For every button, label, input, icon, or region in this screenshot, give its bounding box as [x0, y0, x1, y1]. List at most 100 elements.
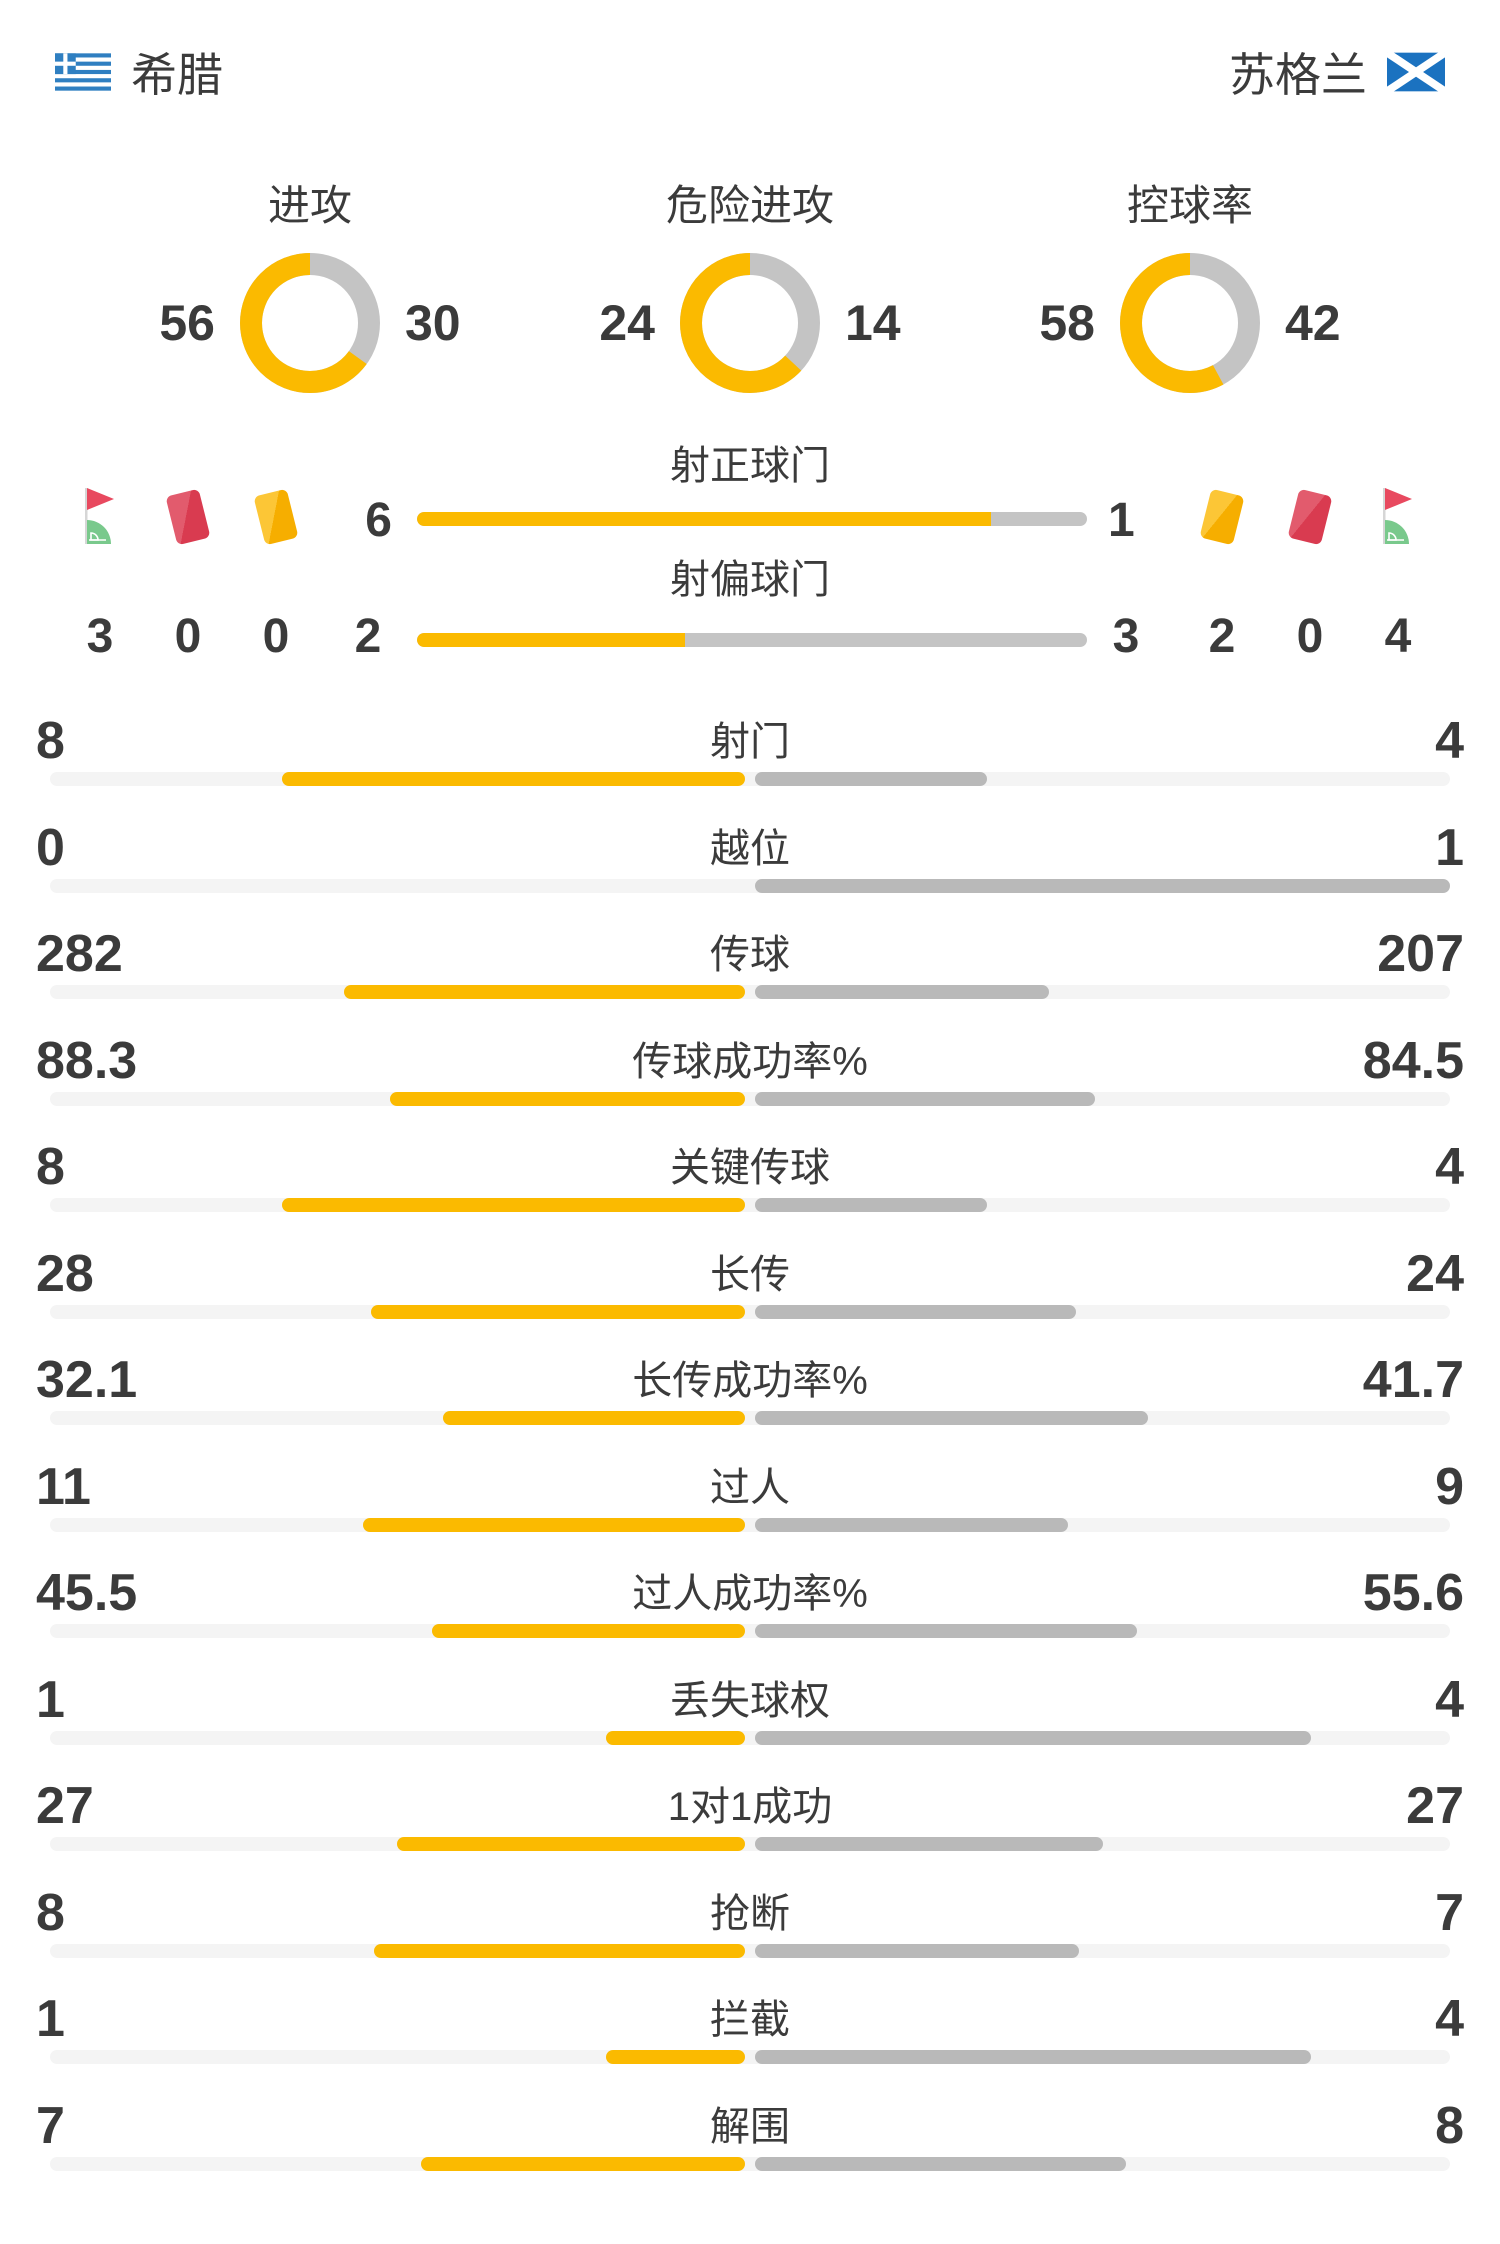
shots-off-target-home-fill — [417, 633, 685, 647]
stat-bar-away — [755, 2050, 1311, 2064]
stat-bar-home — [282, 1198, 745, 1212]
shots-off-target-bar — [417, 633, 1087, 647]
home-team: 希腊 — [55, 39, 223, 105]
donut-ring — [240, 253, 380, 393]
stat-home-value: 8 — [36, 1883, 65, 1942]
stat-label: 长传 — [710, 1252, 790, 1297]
stat-home-value: 7 — [36, 2096, 65, 2155]
donut-chart — [680, 253, 820, 393]
stat-bar-away — [755, 1837, 1103, 1851]
stat-bar-away — [755, 985, 1049, 999]
stat-bar-away — [755, 878, 1450, 893]
stat-bar-track — [50, 1517, 1450, 1532]
stat-away-value: 9 — [1435, 1457, 1464, 1516]
shots-on-target-title: 射正球门 — [670, 444, 830, 488]
discipline-away-value: 3 — [1112, 610, 1140, 663]
stat-away-value: 4 — [1435, 1670, 1464, 1729]
donut-home-value: 56 — [159, 295, 215, 351]
stat-bar-home — [344, 985, 745, 999]
stat-bar-away — [755, 1304, 1076, 1319]
stat-label: 丢失球权 — [670, 1678, 830, 1723]
stat-label: 抢断 — [710, 1891, 790, 1936]
stat-label: 射门 — [710, 720, 790, 764]
stat-away-value: 55.6 — [1362, 1564, 1464, 1622]
stat-bar-home — [374, 1943, 745, 1958]
stat-bar-home — [443, 1411, 745, 1425]
donut-home-arc — [680, 253, 820, 393]
stat-bar-home — [363, 1517, 745, 1532]
stat-row: 11 过人 9 — [0, 1458, 1500, 1564]
donut-ring — [1120, 253, 1260, 393]
stat-bar-home — [421, 2156, 745, 2171]
shots-on-target-home-value: 6 — [365, 494, 392, 547]
stat-home-value: 32.1 — [36, 1351, 138, 1409]
donut-away-value: 30 — [405, 295, 461, 351]
stat-away-value: 27 — [1406, 1777, 1464, 1835]
flag-pole — [85, 488, 88, 544]
stat-bar-track — [50, 2156, 1450, 2171]
flag-pennant — [87, 488, 114, 510]
stat-away-value: 84.5 — [1362, 1031, 1464, 1090]
corner-flag-icon — [1383, 488, 1412, 544]
stat-label: 越位 — [710, 826, 790, 871]
stat-bar-track — [50, 772, 1450, 786]
shots-on-target-home-fill — [417, 512, 992, 526]
discipline-away-value: 0 — [1296, 610, 1324, 663]
stat-bar-away — [755, 1091, 1095, 1106]
flag-pole — [1383, 488, 1386, 544]
donut-label: 控球率 — [1126, 182, 1253, 229]
stat-bar-home — [282, 772, 745, 786]
stat-home-value: 88.3 — [36, 1031, 138, 1090]
stat-row: 1 丢失球权 4 — [0, 1671, 1500, 1777]
stat-row: 8 射门 4 — [0, 712, 1500, 818]
stat-away-value: 4 — [1435, 1990, 1464, 2048]
stat-bar-track — [50, 1837, 1450, 1851]
discipline-away-value: 2 — [1208, 610, 1236, 663]
stat-label: 过人成功率% — [632, 1572, 868, 1616]
stat-row: 8 抢断 7 — [0, 1884, 1500, 1990]
stat-home-value: 8 — [36, 1138, 65, 1196]
stat-bar-home — [606, 2050, 745, 2064]
donut-ring — [680, 253, 820, 393]
stat-row: 32.1 长传成功率% 41.7 — [0, 1351, 1500, 1457]
stat-home-value: 11 — [36, 1457, 91, 1516]
stat-home-value: 45.5 — [36, 1564, 138, 1622]
stat-bar-away — [755, 1943, 1079, 1958]
red-card-icon — [165, 488, 211, 546]
donut-chart — [240, 253, 380, 393]
stat-label: 过人 — [710, 1465, 790, 1510]
stat-bar-track — [50, 1304, 1450, 1319]
donut-label: 进攻 — [267, 182, 352, 229]
donut-away-value: 14 — [845, 295, 901, 351]
stat-bar-away — [755, 2156, 1126, 2171]
stat-away-value: 4 — [1435, 1138, 1464, 1196]
stat-bar-home — [397, 1837, 745, 1851]
stat-away-value: 8 — [1435, 2096, 1464, 2155]
flag-ground — [87, 520, 111, 544]
stat-bar-away — [755, 772, 987, 786]
discipline-home-value: 0 — [262, 610, 290, 663]
corner-flag — [1374, 486, 1422, 548]
stat-label: 关键传球 — [670, 1146, 830, 1190]
stat-row: 282 传球 207 — [0, 925, 1500, 1031]
discipline-away-value: 4 — [1384, 610, 1412, 663]
stat-bar-away — [755, 1411, 1148, 1425]
stat-label: 传球成功率% — [632, 1039, 868, 1084]
stat-bar-track — [50, 1624, 1450, 1638]
stat-away-value: 24 — [1406, 1244, 1464, 1303]
stat-bar-away — [755, 1730, 1311, 1745]
stat-bar-track — [50, 1943, 1450, 1958]
stat-label: 长传成功率% — [632, 1359, 868, 1403]
stat-home-value: 27 — [36, 1777, 94, 1835]
stat-away-value: 41.7 — [1362, 1351, 1464, 1409]
stat-row: 45.5 过人成功率% 55.6 — [0, 1564, 1500, 1670]
stat-row: 7 解围 8 — [0, 2097, 1500, 2203]
stat-label: 传球 — [710, 933, 790, 977]
stat-home-value: 282 — [36, 925, 123, 983]
stat-home-value: 1 — [36, 1990, 65, 2048]
stat-bar-track — [50, 1198, 1450, 1212]
stat-bar-home — [390, 1091, 745, 1106]
stat-label: 解围 — [710, 2104, 790, 2149]
stat-bar-away — [755, 1517, 1068, 1532]
donut-home-arc — [1120, 253, 1260, 393]
